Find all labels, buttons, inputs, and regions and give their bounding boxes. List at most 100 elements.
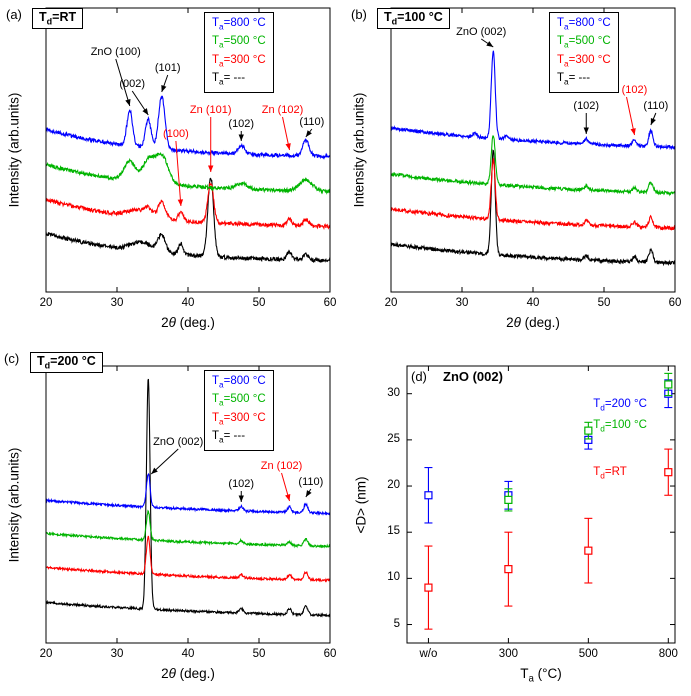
annotation-arrowhead <box>650 118 656 125</box>
data-point-square <box>504 495 513 504</box>
legend-item: Ta=500 °C <box>212 393 266 408</box>
x-tick-label: 30 <box>455 297 469 309</box>
panel-tag: (b) <box>351 7 367 22</box>
peak-annotation: Zn (102) <box>261 104 304 116</box>
legend-item: Ta=300 °C <box>212 53 266 68</box>
curves-group <box>46 95 330 264</box>
annotation-arrowhead <box>238 134 244 141</box>
peak-annotation: (101) <box>154 62 181 74</box>
x-tick-label: 50 <box>252 297 266 309</box>
x-tick-label: 800 <box>658 648 678 660</box>
panel-tag: (a) <box>6 7 22 22</box>
y-tick-label: 30 <box>387 386 400 399</box>
legend-item: Ta=500 °C <box>212 35 266 50</box>
peak-annotation: ZnO (100) <box>90 46 141 58</box>
y-axis-label: Intensity (arb.units) <box>351 92 367 208</box>
panel-a: 20 30 40 50 60 ZnO (100) (002) (101) (100) Zn (10… <box>0 0 345 348</box>
x-tick-label: 60 <box>668 297 682 309</box>
xrd-curve-0 <box>46 472 330 516</box>
data-point-square <box>424 491 433 500</box>
annotation-arrowhead <box>486 41 494 47</box>
xrd-curve-1 <box>46 152 330 195</box>
plot-canvas <box>390 7 676 293</box>
x-tick-label: 40 <box>181 297 195 309</box>
xrd-curve-3 <box>46 177 330 264</box>
x-tick-label: 500 <box>578 648 598 660</box>
x-tick-label: 30 <box>110 297 124 309</box>
xrd-curve-3 <box>46 378 330 618</box>
panel-tag: (d) <box>411 369 427 384</box>
data-point-square <box>504 565 513 574</box>
xrd-curve-3 <box>391 149 675 267</box>
legend-item: Ta=800 °C <box>557 17 611 32</box>
x-tick-label: 20 <box>39 648 53 660</box>
x-tick-label: 50 <box>597 297 611 309</box>
x-tick-label: 40 <box>526 297 540 309</box>
y-axis-label: <D> (nm) <box>353 475 369 534</box>
xrd-curve-2 <box>391 158 675 231</box>
xrd-curve-1 <box>46 509 330 549</box>
legend-item: Ta=500 °C <box>557 35 611 50</box>
legend-item: Ta=300 °C <box>557 53 611 68</box>
xrd-curve-1 <box>391 135 675 197</box>
x-axis-label: 2θ (deg.) <box>161 315 215 330</box>
x-tick-label: 300 <box>498 648 518 660</box>
annotation-arrow <box>115 58 131 107</box>
annotation-arrowhead <box>125 99 131 106</box>
data-point-square <box>584 426 593 435</box>
annotation-arrowhead <box>151 467 158 474</box>
data-point-square <box>664 468 673 477</box>
curves-group <box>391 50 675 267</box>
panel-b: 20 30 40 50 60 ZnO (002) (102) Zn (102) (110) Ta=… <box>345 0 691 348</box>
annotation-arrowhead <box>285 143 291 150</box>
legend: Ta=800 °C Ta=500 °C Ta=300 °C Ta= --- <box>204 12 274 94</box>
peak-annotation: Zn (101) <box>189 104 232 116</box>
panel-tag: (c) <box>4 351 20 366</box>
x-tick-label: w/o <box>419 648 438 660</box>
x-tick-label: 30 <box>110 648 124 660</box>
y-axis-label: Intensity (arb.units) <box>6 92 22 208</box>
peak-annotation: ZnO (002) <box>153 436 204 448</box>
data-point-square <box>584 546 593 555</box>
peak-annotation: (102) <box>573 100 600 112</box>
x-axis-label: Ta (°C) <box>520 666 562 685</box>
peak-annotation: (100) <box>163 128 189 140</box>
data-point-square <box>424 583 433 592</box>
plot-canvas <box>45 7 331 293</box>
y-tick-label: 10 <box>387 571 400 584</box>
peak-annotation: (110) <box>643 100 669 112</box>
legend-item: Ta= --- <box>212 429 246 445</box>
x-axis-label: 2θ (deg.) <box>506 315 560 330</box>
peak-annotation: (102) <box>228 478 255 490</box>
x-tick-label: 50 <box>252 648 266 660</box>
legend-item: Ta=300 °C <box>212 411 266 426</box>
peak-annotation: (002) <box>119 78 146 90</box>
x-axis-label: 2θ (deg.) <box>161 666 215 681</box>
annotation-arrowhead <box>142 108 149 115</box>
annotation-arrowhead <box>630 128 636 135</box>
legend: Ta=800 °C Ta=500 °C Ta=300 °C Ta= --- <box>204 370 274 452</box>
axes-box <box>45 7 331 293</box>
panel-title: ZnO (002) <box>443 369 503 384</box>
axes-box <box>406 365 676 644</box>
data-point-square <box>664 380 673 389</box>
peak-annotation: (110) <box>299 116 325 128</box>
x-tick-label: 40 <box>181 648 195 660</box>
peak-annotation: Zn (102) <box>260 460 303 472</box>
xrd-curve-2 <box>46 535 330 583</box>
legend-item: Ta=800 °C <box>212 375 266 390</box>
deposition-temp-box: Td=100 °C <box>377 8 450 29</box>
legend: Ta=800 °C Ta=500 °C Ta=300 °C Ta= --- <box>549 12 619 94</box>
legend-item: Ta=800 °C <box>212 17 266 32</box>
y-axis-label: Intensity (arb.units) <box>6 447 22 562</box>
series-label: Td=200 °C <box>593 397 647 413</box>
deposition-temp-box: Td=RT <box>32 8 84 29</box>
peak-annotation: (102) <box>228 118 255 130</box>
plot-canvas <box>45 365 331 644</box>
x-tick-label: 60 <box>323 648 337 660</box>
y-tick-label: 20 <box>387 479 400 492</box>
series-label: Td=RT <box>593 466 627 481</box>
x-tick-label: 20 <box>384 297 398 309</box>
deposition-temp-box: Td=200 °C <box>30 352 103 373</box>
